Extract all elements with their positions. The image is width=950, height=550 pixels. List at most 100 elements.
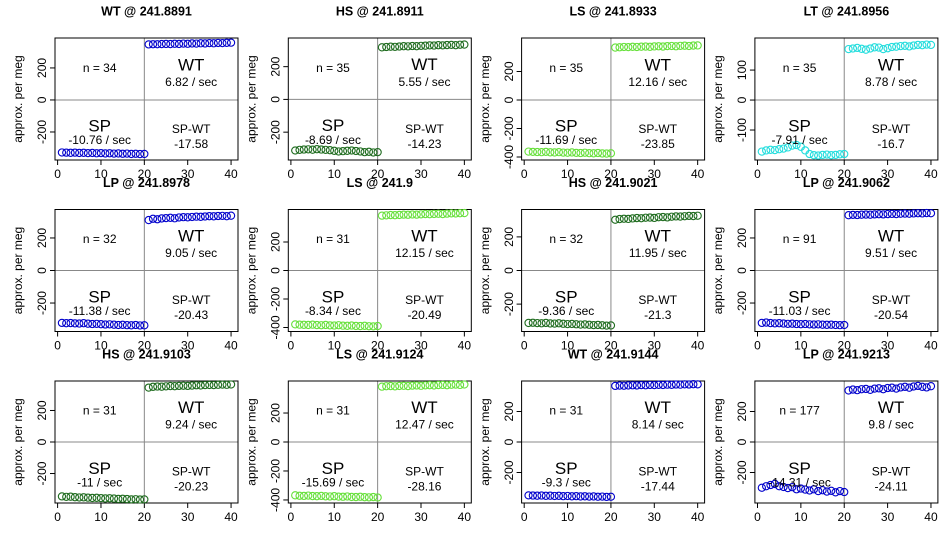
point xyxy=(602,492,611,502)
point xyxy=(118,494,127,503)
annotation: 9.05 / sec xyxy=(165,246,217,260)
point xyxy=(295,320,304,329)
plot-frame xyxy=(54,209,239,332)
annotation: -14.23 xyxy=(407,137,441,151)
point xyxy=(663,41,672,51)
point xyxy=(546,148,555,157)
x-tick-label: 0 xyxy=(288,510,295,524)
point xyxy=(667,380,676,389)
point xyxy=(693,211,702,220)
point xyxy=(546,491,555,500)
y-tick-label: -200 xyxy=(735,460,749,484)
point xyxy=(628,381,637,390)
point xyxy=(788,482,797,492)
point xyxy=(226,380,236,389)
point xyxy=(606,321,616,330)
point xyxy=(796,484,806,493)
point xyxy=(827,486,836,495)
point xyxy=(559,319,568,328)
point xyxy=(356,492,365,501)
point xyxy=(412,210,421,219)
point xyxy=(144,383,153,392)
point xyxy=(766,480,775,490)
point xyxy=(554,148,564,157)
point xyxy=(576,320,585,329)
panel: LT @ 241.8956 approx. per meg -100 0 100 0 10 2… xyxy=(711,4,939,181)
point xyxy=(304,320,313,330)
x-tick-label: 20 xyxy=(371,167,385,181)
point xyxy=(416,41,426,51)
point xyxy=(438,41,447,50)
chart-title: LP @ 241.8978 xyxy=(103,176,190,190)
point xyxy=(775,145,784,154)
point xyxy=(524,491,533,500)
y-tick-label: -200 xyxy=(268,120,282,144)
point xyxy=(425,41,434,50)
point xyxy=(325,492,335,501)
x-tick-label: 0 xyxy=(288,167,295,181)
point xyxy=(576,148,585,158)
point xyxy=(83,493,93,502)
point xyxy=(321,320,330,330)
point xyxy=(887,209,897,219)
point xyxy=(650,42,659,51)
point xyxy=(848,385,858,394)
point xyxy=(637,214,646,223)
point xyxy=(762,318,771,327)
y-tick-label: 0 xyxy=(268,267,282,274)
point xyxy=(170,382,179,391)
point xyxy=(814,151,823,160)
point xyxy=(157,39,166,49)
y-axis-label: approx. per meg xyxy=(478,55,492,142)
point xyxy=(757,483,766,492)
point xyxy=(360,321,369,330)
point xyxy=(663,213,672,222)
point xyxy=(360,493,369,502)
panel: HS @ 241.9021 approx. per meg -200 0 200 0 10 2… xyxy=(478,176,706,353)
point xyxy=(209,39,218,48)
point xyxy=(593,492,603,501)
point xyxy=(369,148,378,157)
point xyxy=(386,210,395,220)
annotation: SP xyxy=(322,459,345,478)
point xyxy=(589,149,598,158)
point xyxy=(874,210,884,219)
chart-title: LP @ 241.9062 xyxy=(803,176,890,190)
point xyxy=(645,42,655,51)
point xyxy=(757,318,766,328)
point xyxy=(809,151,819,160)
point xyxy=(408,381,417,390)
point xyxy=(533,318,542,328)
point xyxy=(114,149,123,158)
point xyxy=(667,212,676,221)
point xyxy=(317,321,326,330)
y-axis-label: approx. per meg xyxy=(478,398,492,485)
point xyxy=(166,381,175,391)
panel: WT @ 241.8891 approx. per meg -200 0 200 0 10 2… xyxy=(11,4,239,181)
point xyxy=(105,494,114,503)
annotation: WT xyxy=(411,398,437,417)
annotation: -11 / sec xyxy=(77,476,122,490)
point xyxy=(857,385,866,394)
y-tick-label: -400 xyxy=(502,145,516,169)
point xyxy=(131,149,140,158)
point xyxy=(615,43,624,52)
point xyxy=(663,380,672,389)
point xyxy=(524,147,533,156)
point xyxy=(654,42,663,51)
point xyxy=(580,148,590,157)
point xyxy=(550,319,559,328)
point xyxy=(801,319,810,329)
point xyxy=(66,318,75,328)
point xyxy=(766,145,775,154)
annotation: SP xyxy=(322,116,345,135)
y-axis-label: approx. per meg xyxy=(11,227,25,314)
point xyxy=(343,146,352,155)
point xyxy=(572,320,581,329)
point xyxy=(546,319,555,328)
point xyxy=(174,213,184,222)
point xyxy=(892,42,901,51)
point xyxy=(585,320,594,329)
point xyxy=(382,382,391,391)
annotation: 8.14 / sec xyxy=(632,418,684,432)
